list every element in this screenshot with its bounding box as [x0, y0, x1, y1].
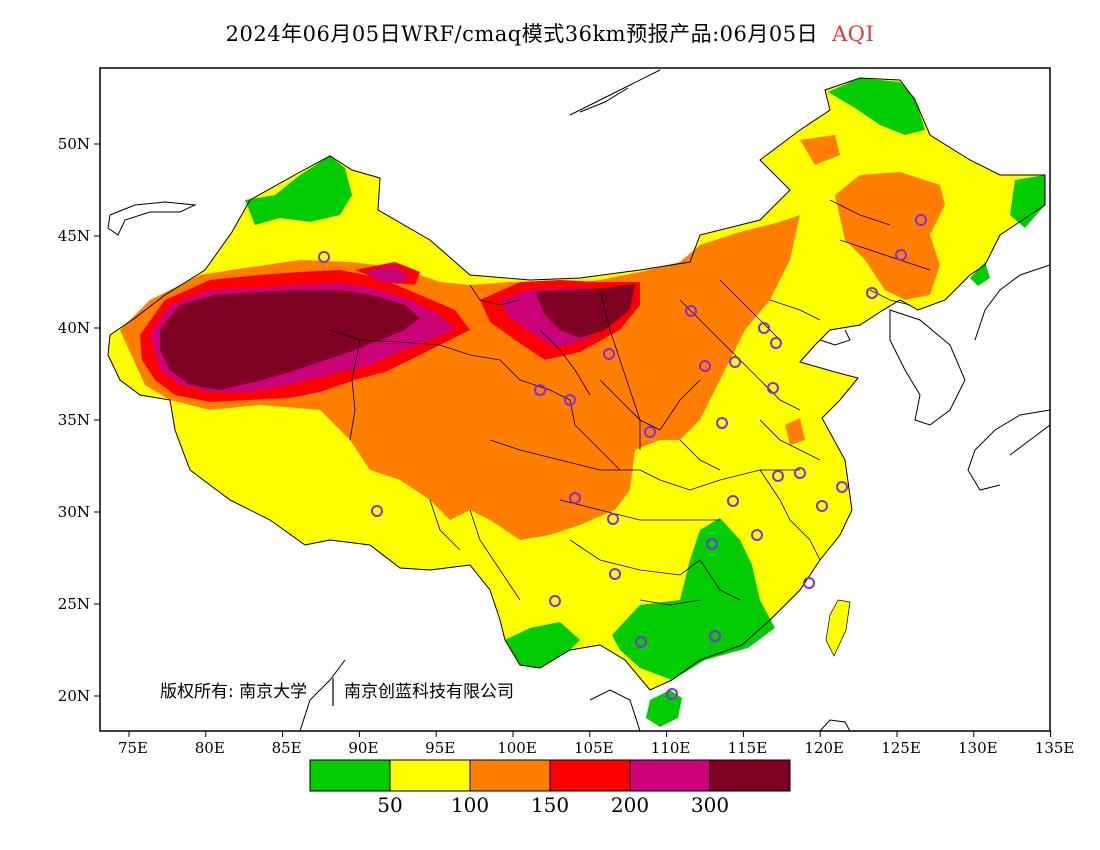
y-tick-label: 25N	[58, 595, 90, 613]
x-tick-label: 130E	[958, 739, 998, 757]
station-marker	[603, 348, 615, 360]
neighbor-coastlines	[107, 69, 1050, 731]
station-marker	[635, 636, 647, 648]
orange-region-jiangsu	[785, 418, 805, 445]
colorbar-swatch	[709, 759, 791, 792]
y-tick-label: 45N	[58, 227, 90, 245]
y-axis: 50N 45N 40N 35N 30N 25N 20N	[58, 135, 100, 705]
station-marker	[709, 630, 721, 642]
station-marker	[549, 595, 561, 607]
green-region-liaoning	[970, 262, 990, 286]
station-marker	[866, 287, 878, 299]
station-marker	[751, 529, 763, 541]
green-region-heilongjiang	[828, 78, 925, 135]
colorbar-label: 200	[611, 793, 649, 817]
x-tick-label: 110E	[651, 739, 691, 757]
station-marker	[758, 322, 770, 334]
station-marker	[534, 384, 546, 396]
colorbar-label: 300	[691, 793, 729, 817]
title-main: 2024年06月05日WRF/cmaq模式36km预报产品:06月05日	[225, 22, 819, 46]
station-marker	[727, 495, 739, 507]
station-marker	[699, 360, 711, 372]
station-marker	[666, 688, 678, 700]
station-marker	[836, 481, 848, 493]
station-marker	[685, 305, 697, 317]
x-axis: 75E 80E 85E 90E 95E 100E 105E 110E 115E 120E 125E 1…	[118, 731, 1074, 757]
x-tick-label: 135E	[1035, 739, 1075, 757]
station-marker	[816, 500, 828, 512]
station-marker	[895, 249, 907, 261]
copyright-part2: 南京创蓝科技有限公司	[344, 682, 514, 702]
station-marker	[371, 505, 383, 517]
station-marker	[706, 538, 718, 550]
map-area: 版权所有: 南京大学 南京创蓝科技有限公司	[107, 69, 1050, 731]
colorbar-swatch	[629, 759, 711, 792]
copyright-part1: 版权所有: 南京大学	[160, 682, 307, 702]
station-marker	[915, 214, 927, 226]
x-tick-label: 120E	[804, 739, 844, 757]
x-tick-label: 100E	[497, 739, 537, 757]
maroon-region-hexi	[535, 284, 635, 338]
colorbar-swatch	[469, 759, 551, 792]
colorbar-swatch	[389, 759, 471, 792]
map-title: 2024年06月05日WRF/cmaq模式36km预报产品:06月05日 AQI	[0, 18, 1100, 48]
station-marker	[772, 470, 784, 482]
colorbar-swatch	[549, 759, 631, 792]
colorbar-swatch	[309, 759, 391, 792]
green-region-east-tip	[1010, 175, 1045, 228]
station-marker	[607, 513, 619, 525]
station-marker	[803, 577, 815, 589]
x-tick-label: 125E	[881, 739, 921, 757]
station-marker	[609, 568, 621, 580]
colorbar-label: 150	[531, 793, 569, 817]
maroon-region-tarim	[160, 290, 420, 390]
x-tick-label: 115E	[728, 739, 768, 757]
x-tick-label: 80E	[195, 739, 225, 757]
y-tick-label: 35N	[58, 411, 90, 429]
station-marker	[564, 394, 576, 406]
x-tick-label: 90E	[348, 739, 378, 757]
station-marker	[318, 251, 330, 263]
orange-region-northeast	[835, 172, 945, 300]
title-variable: AQI	[832, 22, 875, 46]
station-markers	[318, 214, 927, 700]
x-tick-label: 85E	[272, 739, 302, 757]
station-marker	[794, 467, 806, 479]
y-tick-label: 50N	[58, 135, 90, 153]
x-tick-label: 105E	[574, 739, 614, 757]
station-marker	[767, 382, 779, 394]
station-marker	[569, 492, 581, 504]
purple-region-mountain	[365, 266, 410, 284]
colorbar-label: 100	[451, 793, 489, 817]
map-frame	[99, 67, 1051, 732]
province-boundaries	[329, 199, 931, 606]
china-border	[107, 77, 1046, 691]
x-tick-label: 95E	[425, 739, 455, 757]
green-region-yunnan	[505, 622, 580, 668]
x-tick-label: 75E	[118, 739, 148, 757]
y-tick-label: 40N	[58, 319, 90, 337]
station-marker	[644, 426, 656, 438]
station-marker	[716, 417, 728, 429]
green-region-altay	[245, 156, 352, 225]
station-marker	[729, 356, 741, 368]
colorbar-label: 50	[377, 793, 402, 817]
y-tick-label: 30N	[58, 503, 90, 521]
taiwan-island	[825, 599, 851, 657]
green-region-south	[612, 518, 775, 680]
y-tick-label: 20N	[58, 687, 90, 705]
station-marker	[770, 337, 782, 349]
aqi-colorbar: 50 100 150 200 300	[309, 759, 791, 817]
orange-region-north	[800, 135, 840, 165]
